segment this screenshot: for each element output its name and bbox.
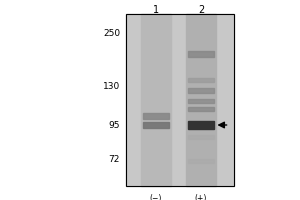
Bar <box>188 107 214 111</box>
Bar <box>188 159 214 163</box>
Text: (−): (−) <box>150 194 162 200</box>
Bar <box>143 122 169 128</box>
Text: 2: 2 <box>198 5 204 15</box>
Bar <box>143 113 169 119</box>
Bar <box>188 135 214 139</box>
Text: 130: 130 <box>103 82 120 90</box>
Bar <box>188 99 214 103</box>
Bar <box>126 14 234 186</box>
Bar <box>188 121 214 129</box>
Bar <box>186 14 216 186</box>
Text: 95: 95 <box>109 121 120 130</box>
Bar <box>126 14 234 186</box>
Bar <box>188 51 214 57</box>
Bar <box>141 14 171 186</box>
Bar <box>188 78 214 82</box>
Text: (+): (+) <box>195 194 207 200</box>
Text: 1: 1 <box>153 5 159 15</box>
Text: 72: 72 <box>109 156 120 164</box>
Bar <box>188 88 214 93</box>
Text: 250: 250 <box>103 29 120 38</box>
